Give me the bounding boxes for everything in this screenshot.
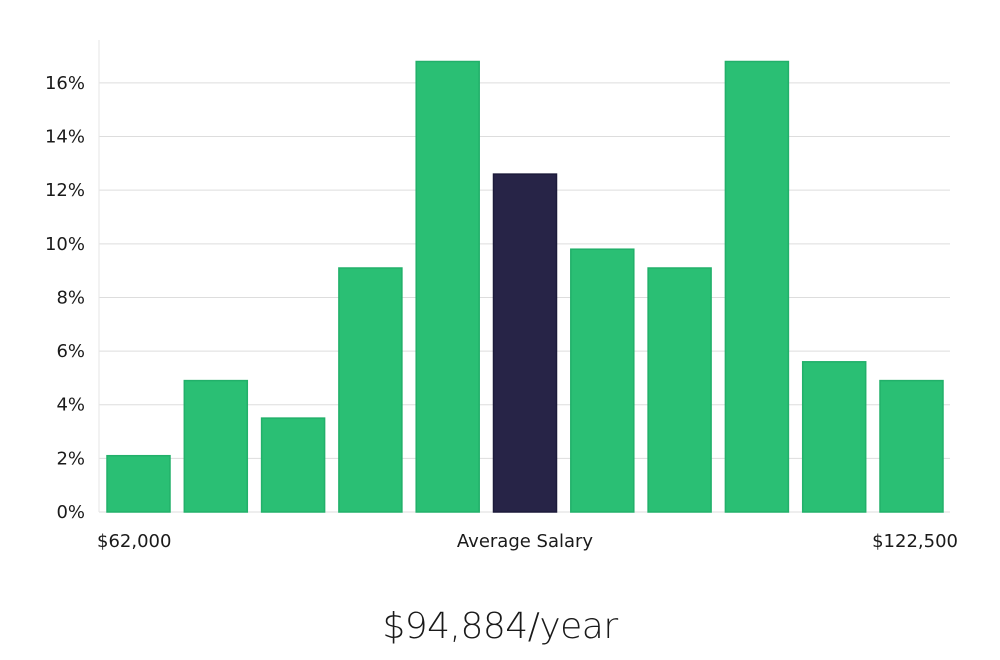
bar-average-salary [492,173,558,513]
bar-8 [647,267,712,513]
bar-9 [724,60,790,513]
average-salary-summary: $94,884/year [382,606,618,647]
bar-11 [879,379,944,513]
y-tick-label: 6% [56,341,85,362]
y-tick-label: 4% [56,395,85,416]
y-tick-label: 16% [45,73,85,94]
bar-10 [801,361,867,513]
bars [106,60,944,513]
y-tick-label: 10% [45,234,85,255]
y-tick-label: 12% [45,180,85,201]
bar-2 [183,379,249,513]
y-tick-label: 0% [56,502,85,523]
x-label-average-salary: Average Salary [457,531,594,552]
y-tick-label: 14% [45,127,85,148]
y-tick-label: 8% [56,287,85,308]
bar-4 [338,267,403,513]
x-label-max-salary: $122,500 [872,531,958,552]
bar-7 [570,248,635,513]
bar-1 [106,454,171,513]
bar-3 [260,417,326,513]
bar-5 [415,60,480,513]
x-label-min-salary: $62,000 [97,531,171,552]
y-tick-label: 2% [56,448,85,469]
y-axis-ticks: 0% 2% 4% 6% 8% 10% 12% 14% 16% [45,73,85,523]
